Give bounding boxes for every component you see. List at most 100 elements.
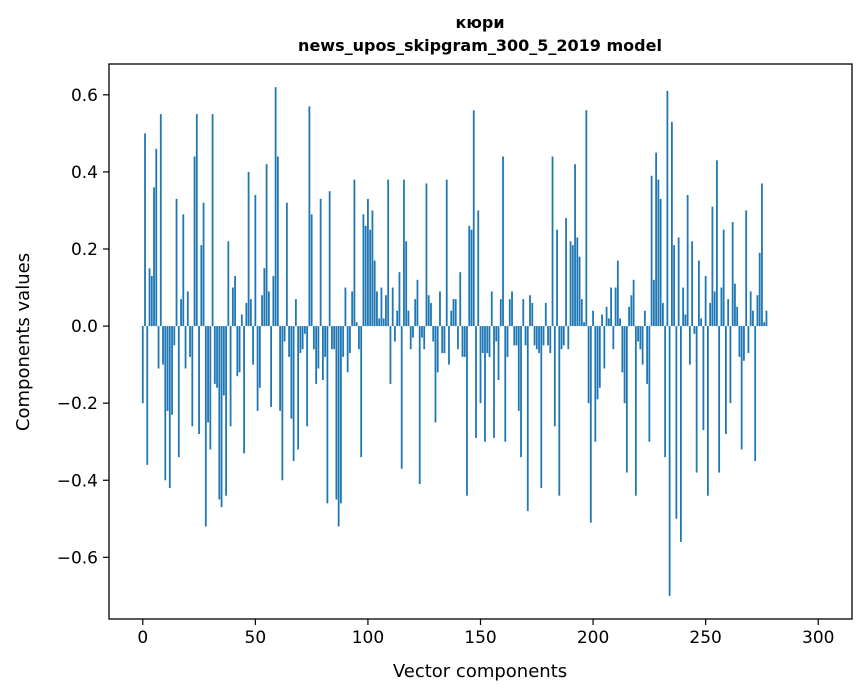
bar	[560, 326, 563, 350]
bar	[594, 326, 597, 442]
bar	[634, 326, 637, 496]
bar	[488, 326, 491, 357]
bar	[184, 326, 187, 369]
bar	[294, 299, 297, 327]
bar	[601, 314, 603, 327]
bar	[666, 90, 669, 327]
bar	[765, 310, 768, 327]
bar	[358, 326, 360, 350]
bar	[220, 326, 223, 508]
bar	[533, 326, 536, 346]
bar	[454, 299, 457, 327]
bar	[155, 148, 158, 327]
bar	[321, 326, 324, 381]
y-tick-label: −0.2	[57, 394, 98, 414]
bar	[508, 299, 511, 327]
bar	[398, 272, 401, 327]
bar	[688, 326, 691, 365]
bar	[193, 156, 196, 327]
bar	[171, 326, 173, 415]
bar	[270, 326, 273, 408]
bar	[754, 326, 757, 461]
bar	[333, 326, 336, 350]
bar	[661, 302, 664, 327]
bar	[576, 237, 579, 327]
bar	[664, 326, 667, 458]
bar	[252, 326, 254, 365]
bar	[448, 326, 450, 365]
bar	[747, 326, 750, 354]
bar	[758, 252, 761, 327]
bar	[443, 326, 446, 354]
bar	[727, 299, 730, 327]
bar	[148, 268, 151, 327]
bar	[425, 183, 428, 327]
bar	[225, 326, 227, 496]
bar	[396, 310, 399, 327]
bar	[312, 326, 315, 350]
bar	[630, 295, 633, 327]
bar	[162, 326, 164, 365]
bar	[207, 326, 209, 423]
bar	[535, 326, 538, 350]
bar	[238, 326, 241, 373]
bar	[504, 326, 507, 442]
bar	[558, 326, 561, 496]
bar	[191, 326, 194, 427]
bar	[736, 306, 739, 327]
bar	[382, 318, 385, 327]
bar	[204, 326, 207, 527]
x-tick-label: 250	[689, 628, 721, 648]
bar	[538, 326, 540, 354]
bar	[490, 291, 493, 327]
bar	[200, 245, 203, 327]
bar	[659, 198, 662, 327]
bar	[684, 314, 687, 327]
x-tick-label: 100	[352, 628, 384, 648]
bar	[299, 326, 302, 354]
bar	[652, 279, 655, 327]
bar	[515, 326, 518, 346]
bar	[553, 326, 556, 427]
bar	[243, 326, 245, 454]
bar	[459, 272, 462, 327]
bar	[236, 326, 239, 377]
x-tick-label: 300	[802, 628, 834, 648]
bar	[306, 326, 309, 427]
bar	[497, 326, 500, 381]
bar	[607, 318, 610, 327]
bar	[211, 114, 214, 327]
bar	[731, 222, 734, 327]
bar	[258, 326, 261, 388]
bar	[623, 326, 626, 404]
bar	[481, 326, 484, 354]
bar	[697, 260, 700, 327]
bar	[657, 179, 660, 327]
bar	[308, 106, 311, 327]
bar	[603, 326, 606, 369]
bar	[639, 326, 642, 350]
bar	[583, 322, 585, 327]
bar	[461, 326, 464, 357]
bar	[150, 275, 153, 327]
bar	[364, 225, 367, 327]
bar	[713, 291, 716, 327]
x-tick-label: 200	[577, 628, 609, 648]
bar	[427, 295, 430, 327]
bar	[434, 326, 437, 423]
bar	[369, 229, 372, 327]
bar	[682, 287, 685, 327]
bar	[409, 326, 412, 350]
bar	[452, 299, 455, 327]
bar	[668, 326, 671, 596]
bar	[213, 326, 216, 384]
bar	[292, 326, 295, 461]
bar	[240, 314, 243, 327]
bar	[725, 326, 727, 434]
bar	[567, 326, 570, 350]
bar	[716, 160, 718, 327]
bar	[513, 326, 516, 346]
bar	[263, 268, 266, 327]
bar	[547, 326, 549, 346]
bar	[166, 326, 169, 411]
